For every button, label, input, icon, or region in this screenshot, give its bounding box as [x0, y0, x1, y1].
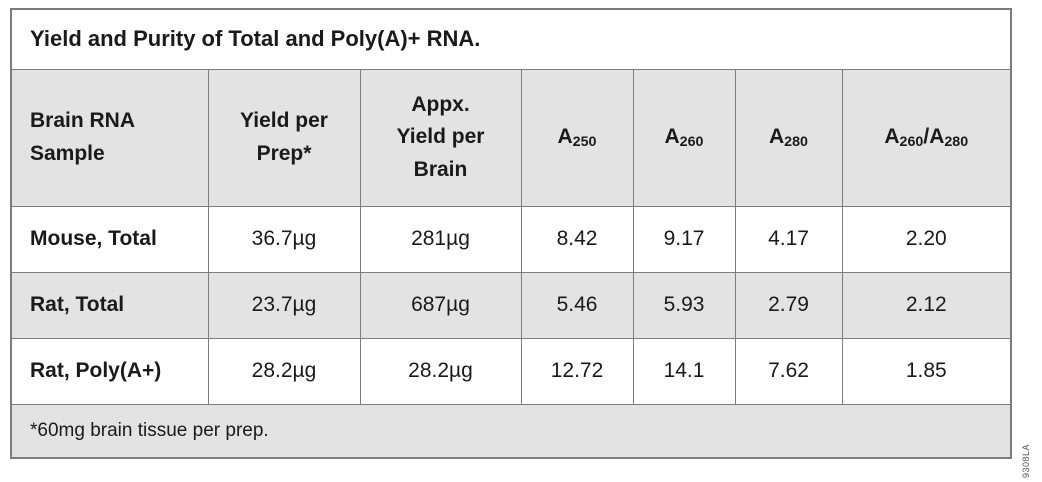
cell-yield-per-brain: 281µg: [359, 205, 522, 273]
cell-a280: 7.62: [734, 337, 843, 405]
col-header-a260-a280-ratio: A260/A280: [841, 68, 1012, 207]
cell-a260: 5.93: [632, 271, 736, 339]
footnote-text: *60mg brain tissue per prep.: [10, 403, 1012, 459]
table-title-row: Yield and Purity of Total and Poly(A)+ R…: [10, 8, 1012, 70]
cell-a260: 14.1: [632, 337, 736, 405]
cell-yield-per-prep: 28.2µg: [207, 337, 361, 405]
ratio-base1: A: [884, 125, 900, 149]
a260-subscript: 260: [679, 134, 704, 151]
table-footnote-row: *60mg brain tissue per prep.: [10, 403, 1012, 459]
a280-base: A: [769, 125, 785, 149]
cell-yield-per-prep: 36.7µg: [207, 205, 361, 273]
cell-yield-per-prep: 23.7µg: [207, 271, 361, 339]
cell-a260-a280: 2.20: [841, 205, 1012, 273]
col-header-a250: A250: [520, 68, 634, 207]
rna-yield-purity-table: Yield and Purity of Total and Poly(A)+ R…: [10, 8, 1013, 459]
ratio-sub1: 260: [899, 134, 924, 151]
a260-base: A: [664, 125, 680, 149]
col-header-yield-per-prep: Yield per Prep*: [207, 68, 361, 207]
cell-yield-per-brain: 687µg: [359, 271, 522, 339]
a250-subscript: 250: [572, 134, 597, 151]
col-header-brain-rna-sample: Brain RNA Sample: [10, 68, 209, 207]
figure-id-label: 9308LA: [1021, 443, 1031, 478]
table-title: Yield and Purity of Total and Poly(A)+ R…: [10, 8, 1012, 70]
cell-a250: 8.42: [520, 205, 634, 273]
cell-a280: 4.17: [734, 205, 843, 273]
cell-yield-per-brain: 28.2µg: [359, 337, 522, 405]
cell-sample: Rat, Total: [10, 271, 209, 339]
table-row-rat-polya: Rat, Poly(A+) 28.2µg 28.2µg 12.72 14.1 7…: [10, 337, 1012, 405]
cell-sample: Rat, Poly(A+): [10, 337, 209, 405]
table-row-rat-total: Rat, Total 23.7µg 687µg 5.46 5.93 2.79 2…: [10, 271, 1012, 339]
cell-a260-a280: 2.12: [841, 271, 1012, 339]
cell-a250: 5.46: [520, 271, 634, 339]
a250-base: A: [557, 125, 573, 149]
table-row-mouse-total: Mouse, Total 36.7µg 281µg 8.42 9.17 4.17…: [10, 205, 1012, 273]
cell-a280: 2.79: [734, 271, 843, 339]
ratio-sub2: 280: [944, 134, 969, 151]
cell-sample: Mouse, Total: [10, 205, 209, 273]
table-header-row: Brain RNA Sample Yield per Prep* Appx. Y…: [10, 68, 1012, 207]
cell-a260-a280: 1.85: [841, 337, 1012, 405]
col-header-a280: A280: [734, 68, 843, 207]
cell-a260: 9.17: [632, 205, 736, 273]
col-header-appx-yield-per-brain: Appx. Yield per Brain: [359, 68, 522, 207]
cell-a250: 12.72: [520, 337, 634, 405]
col-header-a260: A260: [632, 68, 736, 207]
a280-subscript: 280: [784, 134, 808, 151]
ratio-base2: /A: [923, 125, 945, 149]
